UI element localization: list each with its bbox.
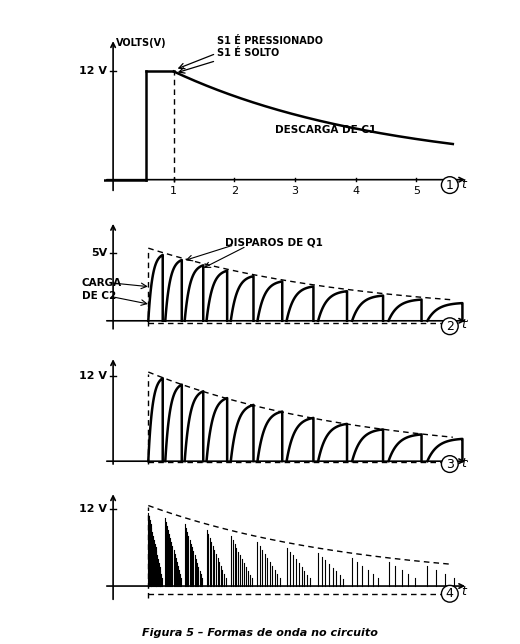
Text: 4: 4 [352,186,359,196]
Text: 12 V: 12 V [79,66,107,77]
Text: 5: 5 [413,186,420,196]
Text: 3: 3 [446,457,454,471]
Text: t: t [461,585,466,598]
Text: DESCARGA DE C1: DESCARGA DE C1 [275,125,376,135]
Text: 5V: 5V [91,248,107,258]
Text: S1 É SOLTO: S1 É SOLTO [217,48,280,58]
Text: Figura 5 – Formas de onda no circuito: Figura 5 – Formas de onda no circuito [142,627,378,638]
Text: S1 É PRESSIONADO: S1 É PRESSIONADO [217,36,323,46]
Text: 4: 4 [446,587,454,600]
Text: VOLTS(V): VOLTS(V) [116,37,167,48]
Text: 1: 1 [446,178,454,191]
Text: 12 V: 12 V [79,370,107,381]
Text: DE C2: DE C2 [82,291,116,301]
Text: DISPAROS DE Q1: DISPAROS DE Q1 [225,237,323,247]
Text: 2: 2 [446,319,454,333]
Text: t: t [461,457,466,470]
Text: t: t [461,318,466,332]
Text: 3: 3 [292,186,298,196]
Text: 1: 1 [170,186,177,196]
Text: 2: 2 [231,186,238,196]
Text: t: t [461,178,466,191]
Text: 12 V: 12 V [79,504,107,514]
Text: CARGA: CARGA [82,278,122,288]
